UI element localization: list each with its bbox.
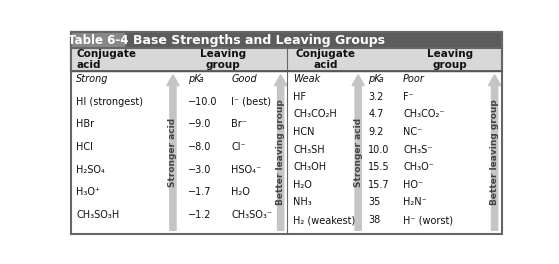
Text: HF: HF [293, 92, 306, 102]
Text: CH₃CO₂H: CH₃CO₂H [293, 109, 337, 119]
Text: CH₃S⁻: CH₃S⁻ [403, 144, 433, 154]
Text: Better leaving group: Better leaving group [490, 100, 499, 205]
Text: 10.0: 10.0 [368, 144, 390, 154]
Text: CH₃SO₃⁻: CH₃SO₃⁻ [231, 210, 272, 220]
Text: NH₃: NH₃ [293, 197, 312, 208]
Text: HCl: HCl [76, 142, 93, 152]
Text: a: a [379, 75, 383, 84]
Text: Cl⁻: Cl⁻ [231, 142, 246, 152]
Bar [70, 32, 503, 48]
Text: CH₃O⁻: CH₃O⁻ [403, 162, 434, 172]
Text: Good: Good [231, 74, 257, 84]
Text: Weak: Weak [293, 74, 320, 84]
Text: Stronger acid: Stronger acid [354, 118, 363, 187]
Text: Conjugate
acid: Conjugate acid [76, 49, 136, 70]
Text: 3.2: 3.2 [368, 92, 383, 102]
Text: HO⁻: HO⁻ [403, 180, 423, 190]
Text: CH₃SH: CH₃SH [293, 144, 325, 154]
FancyArrow shape [274, 75, 287, 230]
Bar [70, 48, 503, 71]
Text: −10.0: −10.0 [188, 97, 217, 107]
Text: −9.0: −9.0 [188, 119, 211, 129]
Text: −8.0: −8.0 [188, 142, 211, 152]
Text: H₂ (weakest): H₂ (weakest) [293, 215, 356, 225]
Text: −3.0: −3.0 [188, 165, 211, 175]
Text: Strong: Strong [76, 74, 108, 84]
Text: a: a [198, 75, 203, 84]
Text: I⁻ (best): I⁻ (best) [231, 97, 271, 107]
Text: 4.7: 4.7 [368, 109, 383, 119]
Text: 38: 38 [368, 215, 381, 225]
FancyArrow shape [489, 75, 501, 230]
Text: 9.2: 9.2 [368, 127, 383, 137]
Text: HI (strongest): HI (strongest) [76, 97, 143, 107]
Text: 15.7: 15.7 [368, 180, 390, 190]
Text: H₃O⁺: H₃O⁺ [76, 187, 100, 197]
Text: Table 6-4: Table 6-4 [68, 34, 129, 47]
Text: Br⁻: Br⁻ [231, 119, 247, 129]
Text: H₂N⁻: H₂N⁻ [403, 197, 427, 208]
Text: Stronger acid: Stronger acid [168, 118, 177, 187]
Text: H⁻ (worst): H⁻ (worst) [403, 215, 453, 225]
Text: Leaving
group: Leaving group [427, 49, 473, 70]
Text: CH₃SO₃H: CH₃SO₃H [76, 210, 119, 220]
Text: F⁻: F⁻ [403, 92, 414, 102]
Text: HSO₄⁻: HSO₄⁻ [231, 165, 261, 175]
FancyArrow shape [167, 75, 179, 230]
Text: Poor: Poor [403, 74, 425, 84]
Text: CH₃OH: CH₃OH [293, 162, 326, 172]
Text: H₂O: H₂O [231, 187, 250, 197]
Text: pK: pK [368, 74, 381, 84]
Text: Better leaving group: Better leaving group [276, 100, 285, 205]
Text: −1.2: −1.2 [188, 210, 211, 220]
Text: NC⁻: NC⁻ [403, 127, 423, 137]
Bar [70, 32, 126, 48]
FancyArrow shape [352, 75, 364, 230]
Text: Base Strengths and Leaving Groups: Base Strengths and Leaving Groups [134, 34, 385, 47]
Text: 35: 35 [368, 197, 381, 208]
Text: Leaving
group: Leaving group [200, 49, 247, 70]
Text: HBr: HBr [76, 119, 94, 129]
Text: Conjugate
acid: Conjugate acid [296, 49, 356, 70]
Text: −1.7: −1.7 [188, 187, 211, 197]
Text: 15.5: 15.5 [368, 162, 390, 172]
Text: HCN: HCN [293, 127, 315, 137]
Text: H₂SO₄: H₂SO₄ [76, 165, 105, 175]
Text: pK: pK [188, 74, 200, 84]
Text: H₂O: H₂O [293, 180, 312, 190]
Text: CH₃CO₂⁻: CH₃CO₂⁻ [403, 109, 444, 119]
